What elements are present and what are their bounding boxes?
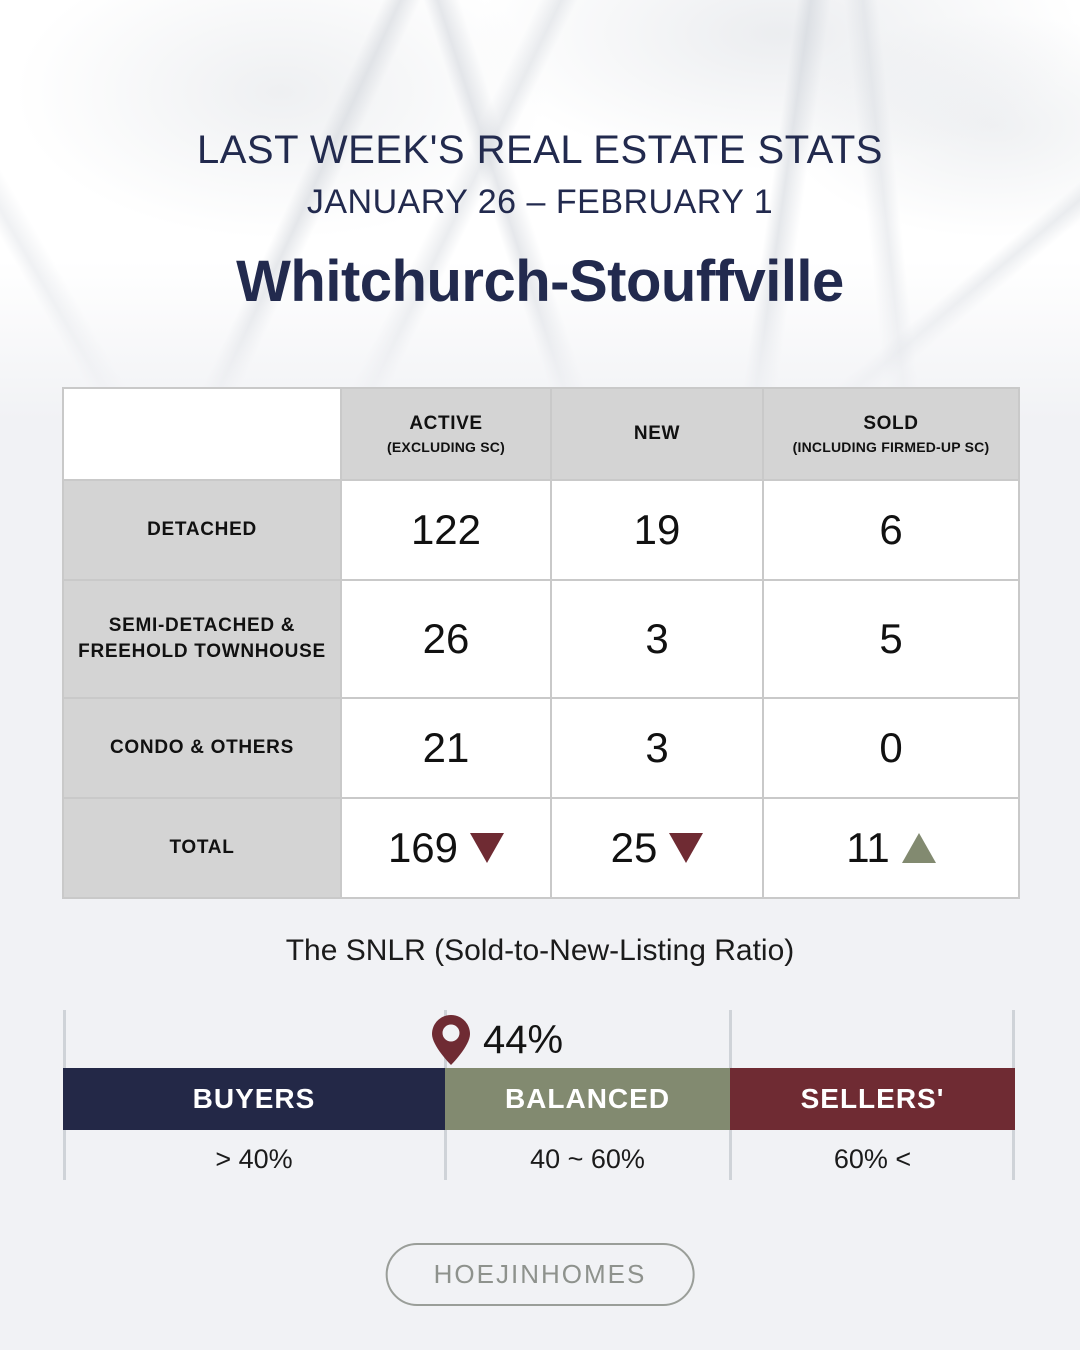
cell-detached-active: 122 (340, 479, 552, 581)
cell-total-new: 25 (550, 797, 764, 899)
cell-total-sold: 11 (762, 797, 1020, 899)
column-header-active: ACTIVE (EXCLUDING SC) (340, 387, 552, 481)
map-pin-icon (432, 1015, 470, 1065)
cell-detached-sold: 6 (762, 479, 1020, 581)
table-header-row: ACTIVE (EXCLUDING SC) NEW SOLD (INCLUDIN… (62, 387, 1020, 481)
trend-up-icon (901, 833, 936, 863)
cell-total-active-value: 169 (387, 824, 459, 871)
snlr-range-sellers: 60% < (833, 1144, 912, 1174)
table-row-total: TOTAL 169 25 11 (62, 797, 1020, 899)
page-title: Whitchurch-Stouffville (236, 249, 844, 314)
snlr-range-labels: > 40% 40 ~ 60% 60% < (63, 1144, 1015, 1175)
table-row: DETACHED 122 19 6 (62, 479, 1020, 581)
table-header: ACTIVE (EXCLUDING SC) NEW SOLD (INCLUDIN… (62, 387, 1020, 481)
row-label-detached: DETACHED (62, 479, 342, 581)
row-label-semi-detached: SEMI-DETACHED & FREEHOLD TOWNHOUSE (62, 579, 342, 699)
snlr-segment-balanced: BALANCED (445, 1068, 730, 1130)
cell-total-sold-value: 11 (846, 824, 890, 871)
table-corner-cell (62, 387, 342, 481)
snlr-segment-sellers: SELLERS' (730, 1068, 1015, 1130)
cell-semi-sold: 5 (762, 579, 1020, 699)
row-label-condo: CONDO & OTHERS (62, 697, 342, 799)
table-row: SEMI-DETACHED & FREEHOLD TOWNHOUSE 26 3 … (62, 579, 1020, 699)
snlr-range-balanced: 40 ~ 60% (530, 1144, 645, 1174)
snlr-bar: BUYERS BALANCED SELLERS' (63, 1068, 1015, 1130)
cell-condo-new: 3 (550, 697, 764, 799)
table-row: CONDO & OTHERS 21 3 0 (62, 697, 1020, 799)
column-header-sold: SOLD (INCLUDING FIRMED-UP SC) (762, 387, 1020, 481)
cell-semi-new: 3 (550, 579, 764, 699)
column-header-active-title: ACTIVE (409, 412, 483, 434)
cell-semi-active: 26 (340, 579, 552, 699)
snlr-caption: The SNLR (Sold-to-New-Listing Ratio) (285, 934, 795, 967)
column-header-sold-sub: (INCLUDING FIRMED-UP SC) (792, 438, 990, 455)
cell-total-new-value: 25 (610, 824, 658, 871)
cell-detached-new: 19 (550, 479, 764, 581)
snlr-segment-buyers: BUYERS (63, 1068, 445, 1130)
snlr-value-label: 44% (483, 1017, 564, 1062)
cell-total-active: 169 (340, 797, 552, 899)
snlr-range-buyers: > 40% (215, 1144, 293, 1174)
trend-down-icon (669, 833, 704, 863)
row-label-total: TOTAL (62, 797, 342, 899)
column-header-new-title: NEW (633, 423, 681, 445)
stats-table: ACTIVE (EXCLUDING SC) NEW SOLD (INCLUDIN… (62, 387, 1020, 899)
cell-condo-sold: 0 (762, 697, 1020, 799)
cell-condo-active: 21 (340, 697, 552, 799)
column-header-sold-title: SOLD (863, 412, 919, 434)
trend-down-icon (470, 833, 505, 863)
column-header-active-sub: (EXCLUDING SC) (387, 438, 505, 455)
stats-date-range: JANUARY 26 – FEBRUARY 1 (306, 183, 774, 221)
column-header-new: NEW (550, 387, 764, 481)
snlr-marker: 44% (431, 1014, 563, 1066)
brand-badge[interactable]: HOEJINHOMES (385, 1243, 695, 1306)
stats-kicker-line-1: LAST WEEK'S REAL ESTATE STATS (196, 128, 883, 172)
